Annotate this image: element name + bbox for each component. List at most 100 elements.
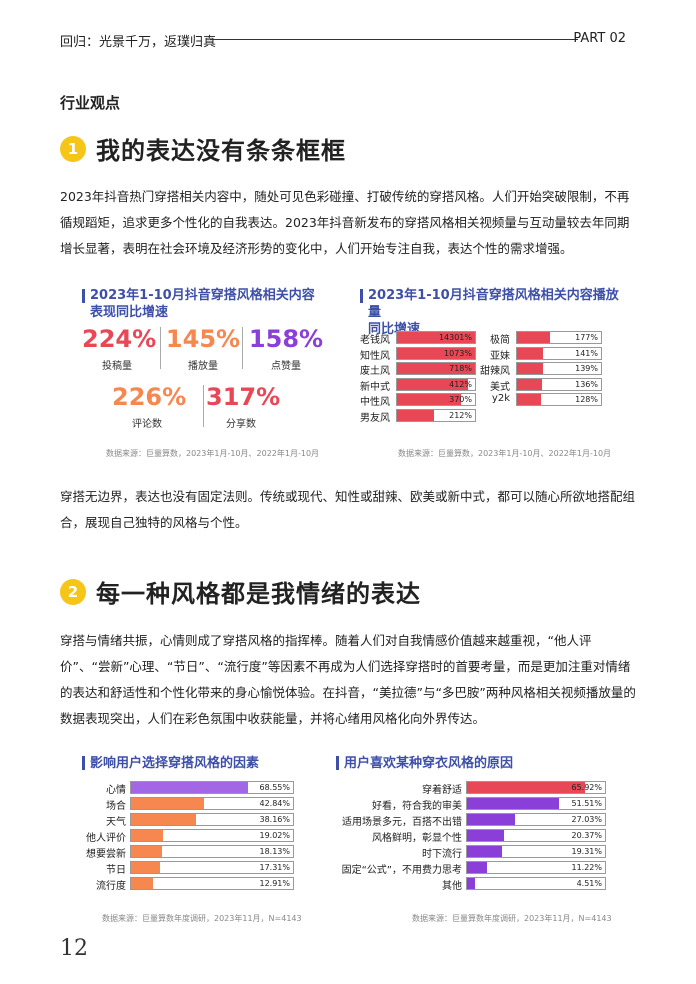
chart2-source: 数据来源：巨量算数，2023年1月-10月、2022年1月-10月	[398, 449, 612, 458]
bar-value-label: 412%	[449, 379, 472, 389]
bar-label: 适用场景多元，百搭不出错	[342, 817, 462, 828]
bar	[467, 782, 586, 793]
stat-likes-value: 158%	[248, 325, 324, 353]
bar-value-label: 12.91%	[259, 879, 290, 888]
bar-label: y2k	[491, 393, 510, 404]
bar	[397, 394, 462, 405]
stat-comments-value: 226%	[112, 383, 187, 411]
bar	[467, 830, 504, 841]
bar-track: 139%	[516, 362, 602, 375]
bar-track: 136%	[516, 377, 602, 391]
bar-track: 19.31%	[466, 845, 606, 858]
bar-track: 27.03%	[466, 813, 606, 826]
bar-value-label: 141%	[575, 348, 598, 358]
bar-value-label: 370%	[449, 395, 472, 404]
bar	[131, 782, 248, 793]
bar-label: 废土风	[360, 366, 390, 377]
stat-shares-value: 317%	[206, 383, 281, 411]
bar-track: 177%	[516, 331, 602, 344]
bar	[467, 862, 488, 873]
stat-posts-label: 投稿量	[102, 361, 132, 372]
bar-track: 1073%	[396, 346, 476, 360]
bar	[131, 862, 161, 873]
bar-value-label: 4.51%	[576, 879, 602, 888]
bar-label: 想要尝新	[86, 849, 126, 860]
bar-track: 212%	[396, 408, 476, 422]
stat-comments: 226% 评论数	[112, 383, 187, 430]
bar-track: 38.16%	[130, 813, 294, 826]
stat-posts: 224% 投稿量	[82, 325, 157, 372]
bar-track: 17.31%	[130, 861, 294, 874]
bar	[467, 846, 502, 857]
chart2-panel: 2023年1-10月抖音穿搭风格相关内容播放量 同比增速 老钱风 14301% 知性…	[360, 287, 630, 447]
section1-title: 我的表达没有条条框框	[96, 137, 346, 165]
bar-track: 14301%	[396, 331, 476, 344]
page-number: 12	[60, 936, 88, 961]
bar	[131, 846, 162, 857]
bar-value-label: 42.84%	[259, 799, 290, 808]
bar-value-label: 19.02%	[259, 831, 290, 840]
bar	[397, 332, 475, 343]
bar-track: 68.55%	[130, 781, 294, 794]
chart3-title: 影响用户选择穿搭风格的因素	[90, 756, 260, 771]
header-title: 回归：光景千万，返璞归真	[60, 35, 217, 50]
chart1-panel: 2023年1-10月抖音穿搭风格相关内容 表现同比增速 224% 投稿量 145…	[82, 287, 332, 467]
section2-paragraph: 穿搭与情绪共振，心情则成了穿搭风格的指挥棒。随着人们对自我情感价值越来越重视，“…	[60, 633, 636, 726]
chart4-panel: 用户喜欢某种穿衣风格的原因 穿着舒适 65.92% 好看，符合我的审美 51.51% 适…	[336, 755, 636, 905]
bar-track: 412%	[396, 377, 476, 391]
section2-heading: 2 每一种风格都是我情绪的表达	[60, 574, 421, 609]
bar-label: 新中式	[360, 381, 390, 393]
bar	[131, 878, 153, 889]
bar-track: 65.92%	[466, 781, 606, 794]
bar-track: 19.02%	[130, 829, 294, 842]
bar-track: 51.51%	[466, 797, 606, 810]
stat-plays-value: 145%	[165, 325, 241, 353]
chart4-title: 用户喜欢某种穿衣风格的原因	[344, 756, 514, 771]
section1-badge: 1	[60, 135, 86, 162]
bar	[397, 378, 469, 390]
chart3-source: 数据来源：巨量算数年度调研，2023年11月，N=4143	[102, 914, 302, 923]
bar-track: 20.37%	[466, 829, 606, 842]
bar-label: 知性风	[360, 350, 390, 362]
bar-track: 141%	[516, 346, 602, 360]
chart4-source: 数据来源：巨量算数年度调研，2023年11月，N=4143	[412, 914, 612, 923]
bar-track: 718%	[396, 362, 476, 375]
bar-value-label: 14301%	[438, 333, 472, 342]
bar-label: 甜辣风	[480, 366, 510, 377]
bar-label: 固定“公式”，不用费力思考	[341, 865, 462, 876]
section1-paragraph: 2023年抖音热门穿搭相关内容中，随处可见色彩碰撞、打破传统的穿搭风格。人们开始…	[60, 189, 630, 256]
bar-label: 好看，符合我的审美	[372, 801, 462, 812]
bar-label: 老钱风	[360, 335, 390, 346]
bar	[517, 332, 551, 343]
bar	[397, 363, 475, 374]
bar-value-label: 51.51%	[571, 799, 602, 808]
chart1-title-line1: 2023年1-10月抖音穿搭风格相关内容	[90, 288, 315, 303]
bar-value-label: 212%	[449, 410, 472, 420]
stat-comments-label: 评论数	[132, 419, 162, 430]
bar-label: 中性风	[360, 397, 390, 408]
bar-value-label: 18.13%	[259, 847, 290, 856]
bar-track: 370%	[396, 393, 476, 406]
stat-posts-value: 224%	[82, 325, 157, 353]
stat-plays-label: 播放量	[188, 361, 218, 372]
bar	[517, 394, 541, 405]
chart3-panel: 影响用户选择穿搭风格的因素 心情 68.55% 场合 42.84% 天气 38.16% 他人…	[82, 755, 332, 905]
bar-value-label: 136%	[575, 379, 598, 389]
chart1-title-line2: 表现同比增速	[90, 305, 169, 320]
bar-label: 他人评价	[86, 833, 126, 844]
bar	[131, 814, 196, 825]
bar-label: 其他	[442, 881, 462, 892]
bar-value-label: 19.31%	[571, 847, 602, 856]
bar-label: 心情	[106, 785, 126, 796]
bar-value-label: 11.22%	[571, 863, 602, 872]
stat-likes: 158% 点赞量	[248, 325, 324, 372]
bar-value-label: 68.55%	[259, 783, 290, 792]
bar-label: 时下流行	[422, 849, 462, 860]
bar	[467, 878, 476, 889]
bar-value-label: 38.16%	[259, 815, 290, 824]
chart1-source: 数据来源：巨量算数，2023年1月-10月、2022年1月-10月	[106, 449, 320, 458]
bar-label: 天气	[106, 817, 126, 828]
stat-shares-label: 分享数	[226, 419, 256, 430]
bar-value-label: 17.31%	[259, 863, 290, 872]
bar-value-label: 65.92%	[571, 783, 602, 792]
